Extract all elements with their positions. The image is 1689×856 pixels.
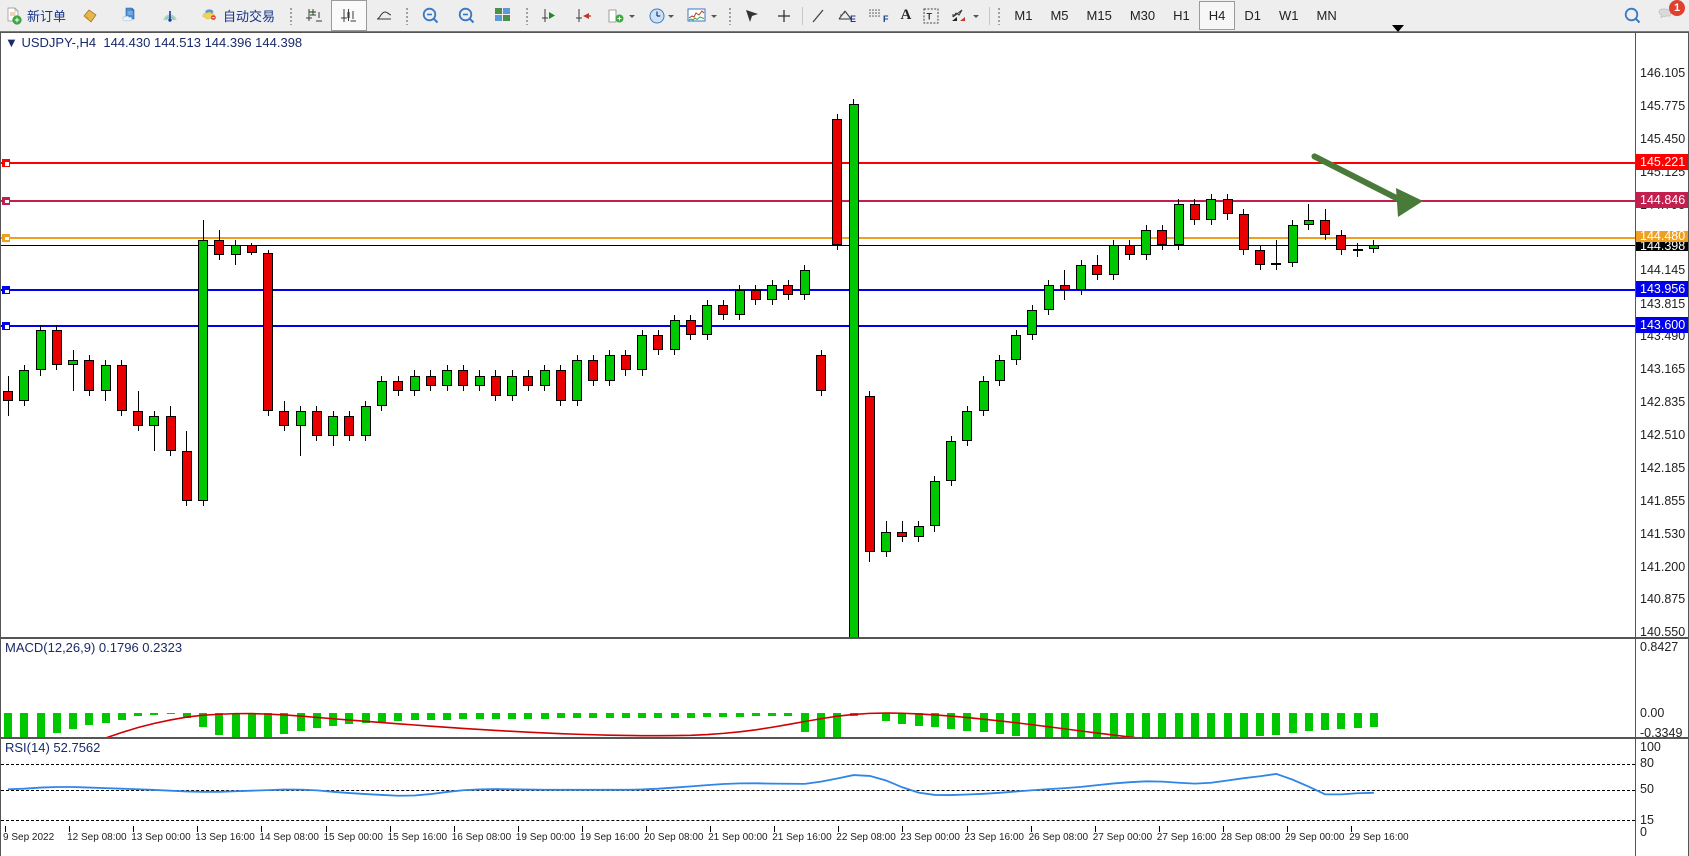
svg-text:T: T	[927, 11, 933, 21]
